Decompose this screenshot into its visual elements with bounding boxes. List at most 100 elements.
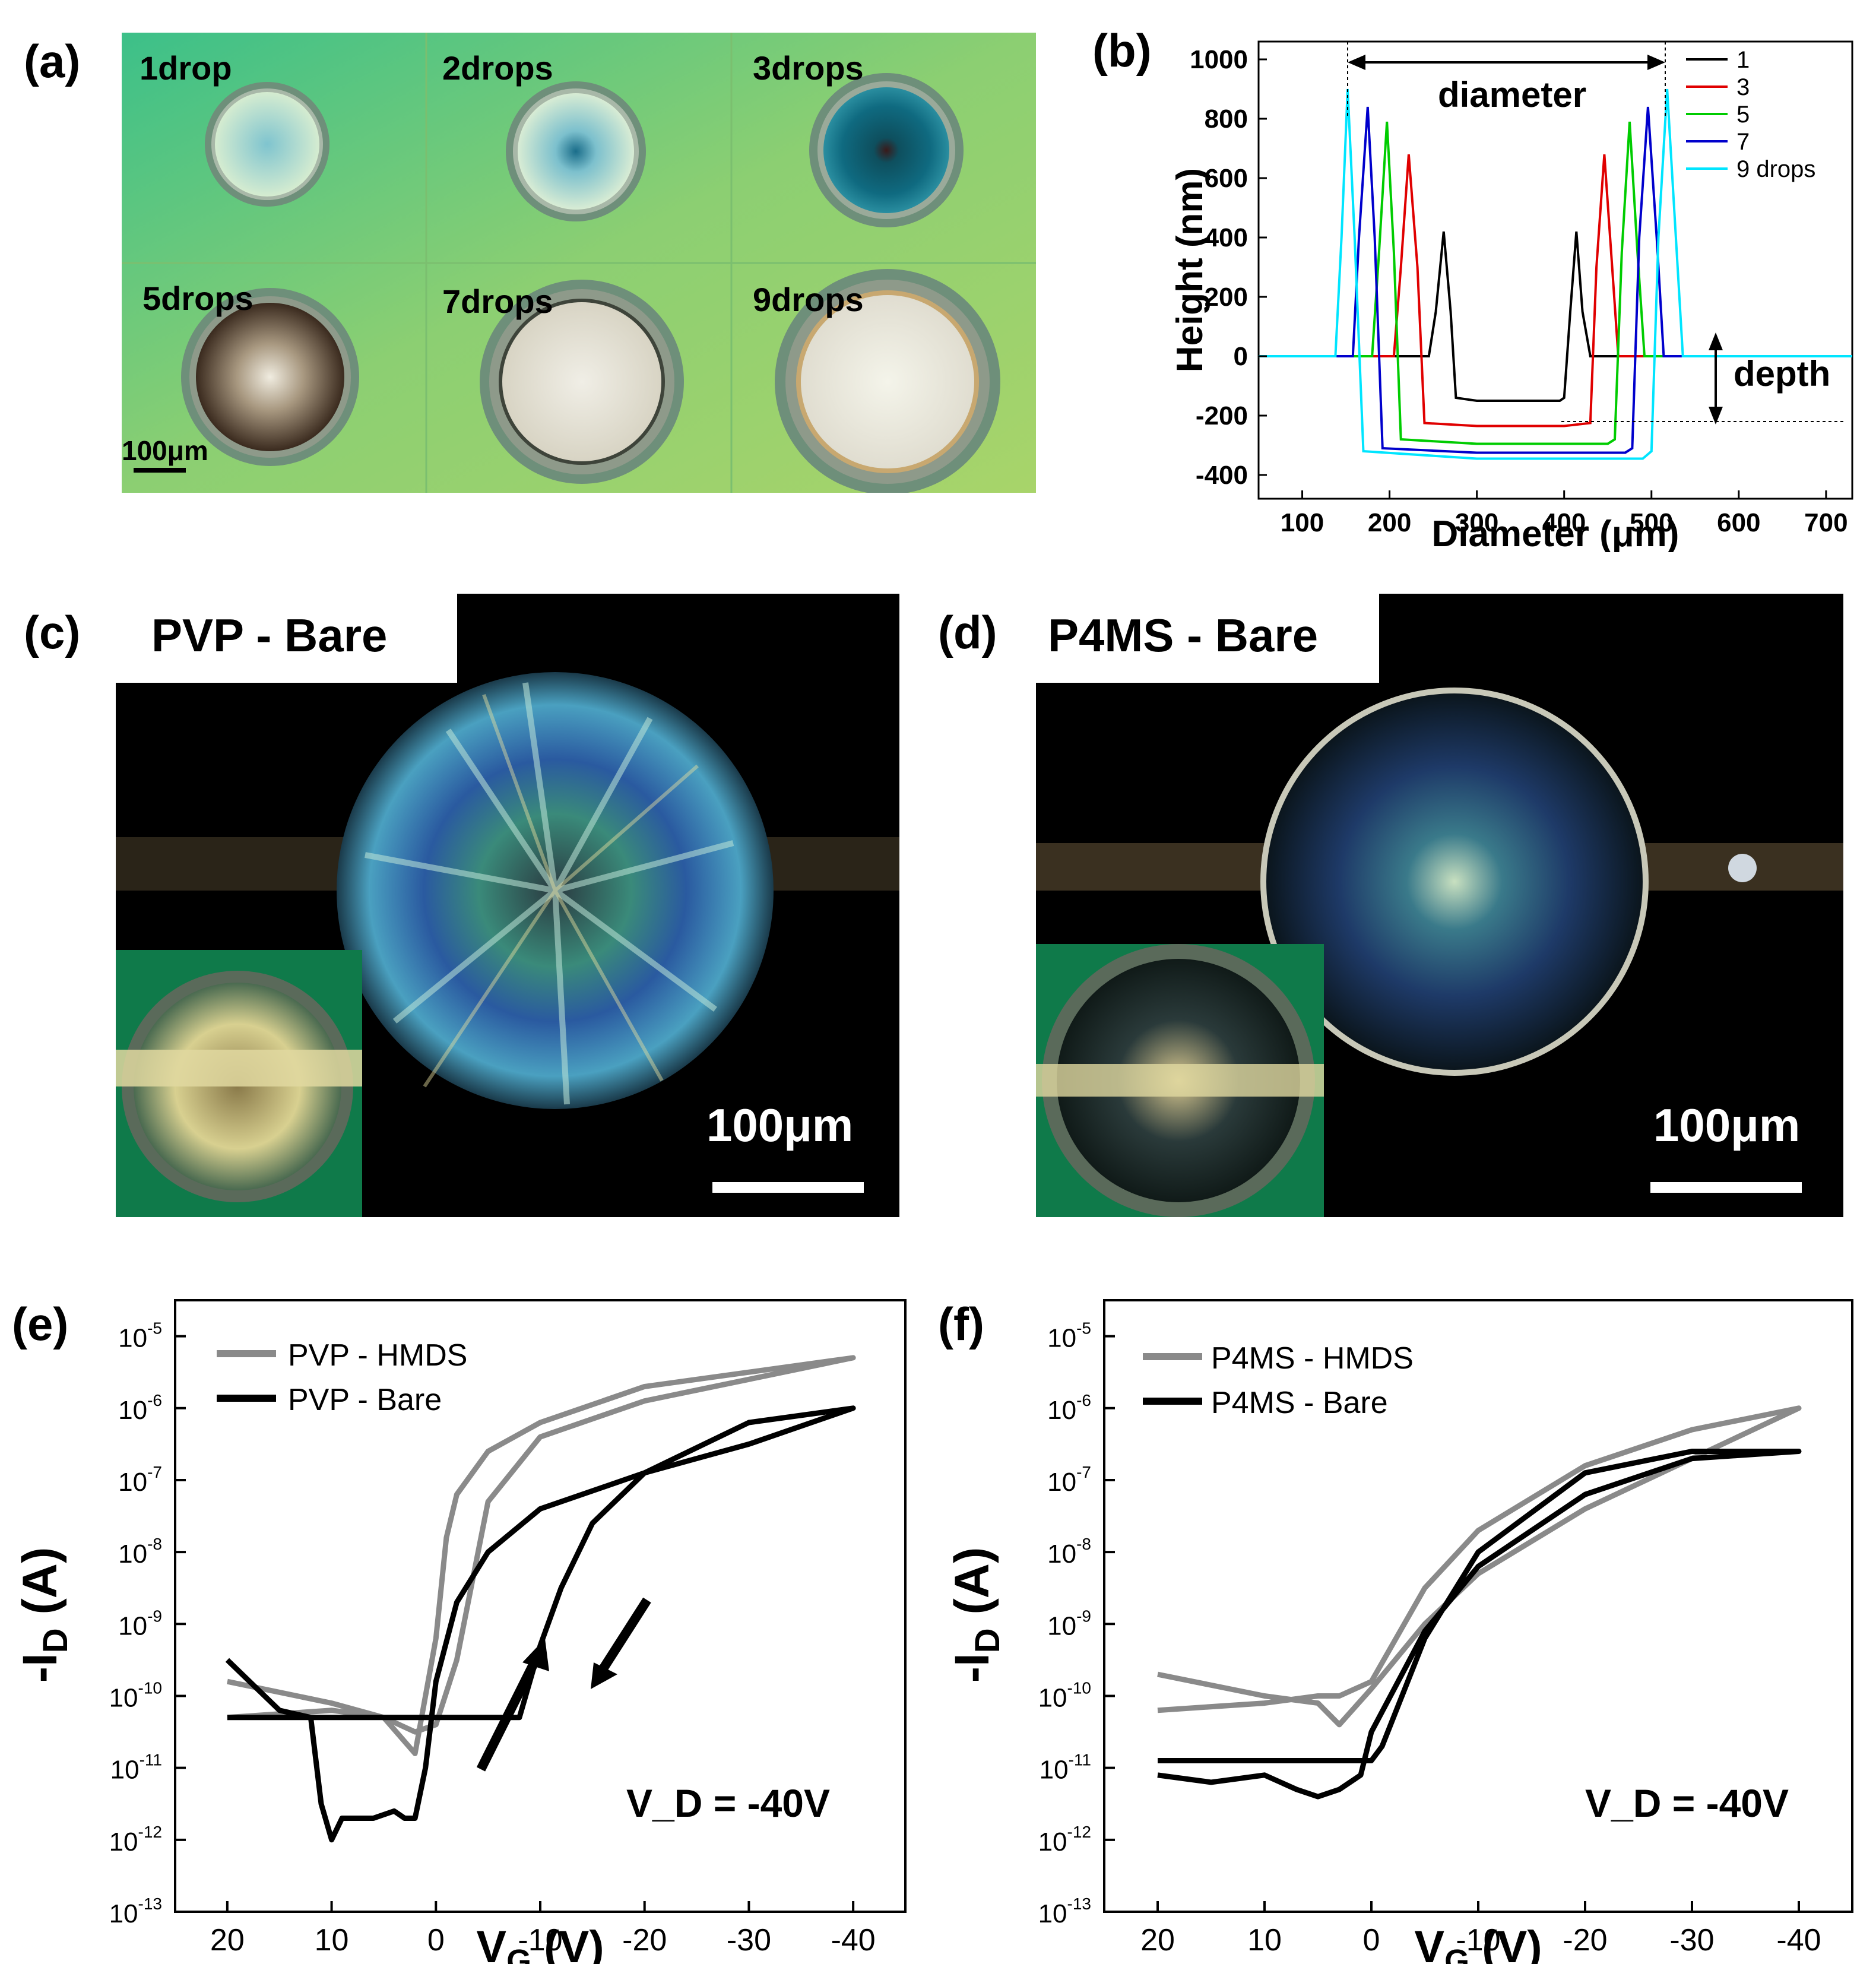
x-tick-label: -40 bbox=[1776, 1923, 1821, 1957]
x-tick-label: 500 bbox=[1630, 508, 1673, 537]
x-tick-label: -30 bbox=[727, 1923, 771, 1957]
y-tick-label: 10-9 bbox=[118, 1607, 162, 1640]
y-tick-label: 10-10 bbox=[1038, 1678, 1091, 1712]
x-tick-label: 100 bbox=[1281, 508, 1324, 537]
series-line-PVP---Bare bbox=[225, 1405, 856, 1843]
panel-d-label: (d) bbox=[938, 606, 997, 658]
y-tick-label: 10-13 bbox=[1038, 1895, 1091, 1928]
transfer-chart-f: 20 10 0 -10 -20 -30 -40 10-13 10-12 10-11 10-10 10-… bbox=[945, 1299, 1853, 1964]
series-line-P4MS---Bare bbox=[1157, 1449, 1802, 1800]
panel-c-title: PVP - Bare bbox=[151, 609, 388, 661]
x-tick-label: -20 bbox=[622, 1923, 667, 1957]
vd-annotation: V_D = -40V bbox=[1585, 1781, 1789, 1825]
panel-b-label: (b) bbox=[1092, 24, 1152, 77]
y-tick-label: 10-5 bbox=[118, 1319, 162, 1353]
x-tick-label: 10 bbox=[1247, 1923, 1282, 1957]
legend-label: 3 bbox=[1736, 74, 1750, 100]
y-tick-label: 600 bbox=[1205, 164, 1248, 193]
y-tick-label: 10-7 bbox=[1047, 1463, 1091, 1497]
x-tick-label: 200 bbox=[1368, 508, 1411, 537]
x-tick-label: -40 bbox=[831, 1923, 876, 1957]
drop-label-5: 5drops bbox=[142, 280, 253, 317]
y-axis-title: -ID (A) bbox=[13, 1547, 75, 1683]
x-tick-label: 300 bbox=[1455, 508, 1498, 537]
y-tick-label: 10-5 bbox=[1047, 1319, 1091, 1353]
legend: PVP - HMDS PVP - Bare bbox=[217, 1338, 467, 1417]
x-tick-label: 0 bbox=[1363, 1923, 1380, 1957]
drop-label-9: 9drops bbox=[753, 281, 864, 318]
y-tick-label: 10-11 bbox=[1040, 1751, 1091, 1785]
depth-label: depth bbox=[1734, 354, 1830, 394]
y-tick-label: 10-7 bbox=[118, 1463, 162, 1497]
legend-label-bare: P4MS - Bare bbox=[1211, 1386, 1388, 1420]
diameter-label: diameter bbox=[1438, 75, 1586, 115]
drop-label-1: 1drop bbox=[140, 49, 232, 87]
y-tick-label: 200 bbox=[1205, 283, 1248, 312]
y-tick-label: 10-12 bbox=[109, 1823, 162, 1857]
x-tick-label: 700 bbox=[1804, 508, 1848, 537]
x-tick-label: 0 bbox=[427, 1923, 445, 1957]
drop-label-7: 7drops bbox=[442, 283, 553, 320]
legend-label: 9 drops bbox=[1736, 156, 1815, 182]
plot-frame bbox=[1257, 40, 1853, 500]
panel-e-label: (e) bbox=[12, 1298, 69, 1350]
series-line-P4MS---HMDS bbox=[1157, 1405, 1802, 1728]
panel-d-micrograph bbox=[1036, 594, 1843, 1217]
y-axis-title: -ID (A) bbox=[945, 1547, 1007, 1683]
y-tick-label: 800 bbox=[1205, 104, 1248, 134]
x-tick-label: 20 bbox=[1140, 1923, 1175, 1957]
sweep-arrow-reverse-drawn bbox=[591, 1597, 651, 1689]
y-tick-label: 10-12 bbox=[1038, 1823, 1091, 1857]
y-tick-label: 1000 bbox=[1190, 45, 1248, 74]
y-tick-label: 10-9 bbox=[1047, 1607, 1091, 1640]
y-tick-label: -400 bbox=[1196, 461, 1248, 490]
x-tick-label: -30 bbox=[1669, 1923, 1714, 1957]
legend-label: 5 bbox=[1736, 102, 1750, 128]
sweep-arrow-forward bbox=[476, 1639, 549, 1772]
series-line-PVP---HMDS bbox=[226, 1355, 856, 1756]
x-tick-label: 600 bbox=[1717, 508, 1760, 537]
y-tick-label: 10-13 bbox=[109, 1895, 162, 1928]
panel-c-scalebar-label: 100μm bbox=[706, 1099, 854, 1151]
panel-f-label: (f) bbox=[938, 1298, 984, 1350]
legend-label-hmds: P4MS - HMDS bbox=[1211, 1341, 1414, 1376]
drop-label-3: 3drops bbox=[753, 49, 864, 87]
y-tick-label: 10-10 bbox=[109, 1678, 162, 1712]
transfer-chart-e: 20 10 0 -10 -20 -30 -40 10-13 10-12 10-11 10-10 10-… bbox=[13, 1299, 907, 1964]
series-line-9-drops bbox=[1259, 88, 1852, 460]
y-tick-label: -200 bbox=[1196, 401, 1248, 430]
y-tick-label: 10-8 bbox=[1047, 1535, 1091, 1569]
panel-a-scalebar-label: 100μm bbox=[122, 435, 208, 466]
legend-label: 7 bbox=[1736, 129, 1750, 155]
x-tick-label: -10 bbox=[1456, 1923, 1500, 1957]
vd-annotation: V_D = -40V bbox=[626, 1781, 830, 1825]
panel-d-scalebar-label: 100μm bbox=[1653, 1099, 1801, 1151]
x-axis-title: VG (V) bbox=[1414, 1922, 1542, 1964]
drop-label-2: 2drops bbox=[442, 49, 553, 87]
x-axis-title: Diameter (μm) bbox=[1432, 514, 1679, 552]
series-line-3 bbox=[1259, 154, 1852, 427]
y-tick-label: 10-6 bbox=[118, 1391, 162, 1425]
x-tick-label: 10 bbox=[315, 1923, 349, 1957]
y-tick-label: 0 bbox=[1234, 342, 1248, 371]
y-tick-label: 10-6 bbox=[1047, 1391, 1091, 1425]
series-line-5 bbox=[1259, 121, 1852, 445]
series-line-1 bbox=[1259, 231, 1852, 402]
panel-c-micrograph bbox=[116, 594, 899, 1217]
legend-label: 1 bbox=[1736, 47, 1750, 73]
panel-c-label: (c) bbox=[24, 606, 81, 658]
y-tick-label: 400 bbox=[1205, 223, 1248, 252]
profile-chart: 100 200 300 400 500 600 700 -400 -200 0 200 400 600 8… bbox=[1170, 40, 1853, 552]
panel-a-micrographs bbox=[122, 33, 1036, 493]
x-tick-label: 400 bbox=[1542, 508, 1586, 537]
y-axis-title: Height (nm) bbox=[1170, 168, 1210, 372]
x-axis-title: VG (V) bbox=[476, 1922, 604, 1964]
x-tick-label: -10 bbox=[518, 1923, 562, 1957]
x-tick-label: 20 bbox=[210, 1923, 245, 1957]
x-tick-label: -20 bbox=[1563, 1923, 1607, 1957]
legend-label-hmds: PVP - HMDS bbox=[288, 1338, 467, 1373]
panel-d-title: P4MS - Bare bbox=[1048, 609, 1319, 661]
legend: P4MS - HMDS P4MS - Bare bbox=[1143, 1341, 1414, 1420]
y-tick-label: 10-8 bbox=[118, 1535, 162, 1569]
